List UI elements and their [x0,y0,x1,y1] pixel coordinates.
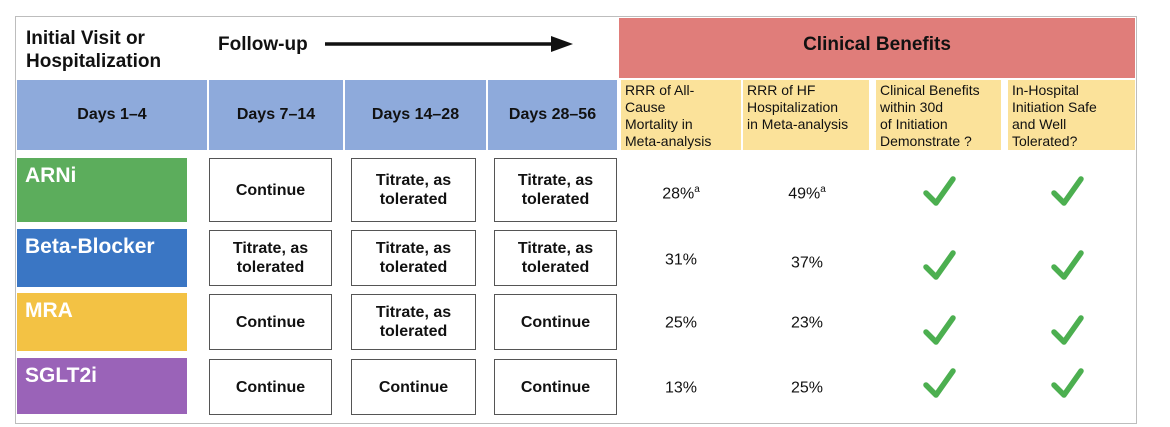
checkmark-icon [923,250,956,280]
hf-hosp-value: 25% [790,379,824,397]
step-text: Continue [378,378,449,396]
arni-hf-hosp: 49%a [747,184,867,203]
benefit-header-hf-hospitalization: RRR of HF Hospitalization in Meta-analys… [743,80,869,150]
beta-blocker-hf-hosp: 37% [747,253,867,272]
step-text: tolerated [521,191,590,208]
sglt2i-hf-hosp: 25% [747,378,867,397]
mortality-value: 31% [664,251,698,269]
step-text: Continue [235,313,306,331]
day-header-3: Days 14–28 [345,80,486,150]
drug-label-mra: MRA [17,293,187,351]
benefit-header-text: Meta-analysis [625,133,712,149]
benefit-header-30d: Clinical Benefits within 30d of Initiati… [876,80,1001,150]
benefit-header-text: Mortality in [625,116,693,132]
mra-mortality: 25% [621,313,741,332]
sglt2i-step-14-28: Continue [351,359,476,415]
followup-label: Follow-up [218,34,308,55]
step-text: Titrate, as [375,172,452,189]
step-text: tolerated [379,259,448,276]
benefit-header-text: Clinical Benefits [880,82,980,98]
clinical-benefits-title: Clinical Benefits [803,34,951,55]
mra-step-28-56: Continue [494,294,617,350]
sglt2i-step-7-14: Continue [209,359,332,415]
step-text: Titrate, as [375,304,452,321]
initial-visit-title: Initial Visit or Hospitalization [26,27,161,73]
benefit-header-text: Hospitalization [747,99,839,115]
mra-step-14-28: Titrate, as tolerated [351,294,476,350]
sglt2i-step-28-56: Continue [494,359,617,415]
arni-step-7-14: Continue [209,158,332,222]
clinical-benefits-header [619,18,1135,78]
mortality-value: 25% [664,314,698,332]
drug-label-beta-blocker: Beta-Blocker [17,229,187,287]
mortality-value: 28% [662,185,695,203]
step-text: Continue [520,313,591,331]
hf-hosp-value: 37% [790,254,824,272]
step-text: Titrate, as [517,240,594,257]
benefit-header-text: RRR of HF [747,82,816,98]
checkmark-icon [923,315,956,345]
checkmark-icon [923,368,956,398]
checkmark-icon [1051,315,1084,345]
step-text: tolerated [521,259,590,276]
followup-arrow-icon [325,36,573,52]
benefit-header-text: RRR of All- [625,82,695,98]
step-text: Titrate, as [232,240,309,257]
step-text: tolerated [236,259,305,276]
checkmark-icon [923,176,956,206]
step-text: Continue [235,181,306,199]
drug-label-arni: ARNi [17,158,187,222]
hf-hosp-value: 23% [790,314,824,332]
benefit-header-text: Cause [625,99,666,115]
checkmark-icon [1051,250,1084,280]
step-text: Continue [235,378,306,396]
benefit-header-in-hospital: In-Hospital Initiation Safe and Well Tol… [1008,80,1135,150]
initial-visit-line2: Hospitalization [26,51,162,72]
sglt2i-mortality: 13% [621,378,741,397]
mortality-value: 13% [664,379,698,397]
initial-visit-line1: Initial Visit or [26,28,145,49]
benefit-header-text: In-Hospital [1012,82,1079,98]
checkmark-icon [1051,176,1084,206]
day-header-4: Days 28–56 [488,80,617,150]
day-header-1: Days 1–4 [17,80,207,150]
arni-step-28-56: Titrate, as tolerated [494,158,617,222]
beta-blocker-step-7-14: Titrate, as tolerated [209,230,332,286]
step-text: Titrate, as [517,172,594,189]
benefit-header-text: Demonstrate ? [880,133,972,149]
benefit-header-text: of Initiation [880,116,948,132]
drug-label-sglt2i: SGLT2i [17,358,187,414]
arni-step-14-28: Titrate, as tolerated [351,158,476,222]
footnote-marker: a [820,184,826,195]
benefit-header-text: Tolerated? [1012,133,1078,149]
checkmark-icon [1051,368,1084,398]
day-header-2: Days 7–14 [209,80,343,150]
step-text: Continue [520,378,591,396]
benefit-header-text: Initiation Safe [1012,99,1097,115]
benefit-header-text: within 30d [880,99,944,115]
mra-step-7-14: Continue [209,294,332,350]
footnote-marker: a [694,184,700,195]
benefit-header-mortality: RRR of All- Cause Mortality in Meta-anal… [621,80,741,150]
step-text: Titrate, as [375,240,452,257]
beta-blocker-step-14-28: Titrate, as tolerated [351,230,476,286]
beta-blocker-mortality: 31% [621,250,741,269]
step-text: tolerated [379,191,448,208]
arni-mortality: 28%a [621,184,741,203]
benefit-header-text: and Well [1012,116,1067,132]
hf-hosp-value: 49% [788,185,821,203]
mra-hf-hosp: 23% [747,313,867,332]
benefit-header-text: in Meta-analysis [747,116,849,132]
table-frame [15,16,1137,424]
step-text: tolerated [379,323,448,340]
beta-blocker-step-28-56: Titrate, as tolerated [494,230,617,286]
